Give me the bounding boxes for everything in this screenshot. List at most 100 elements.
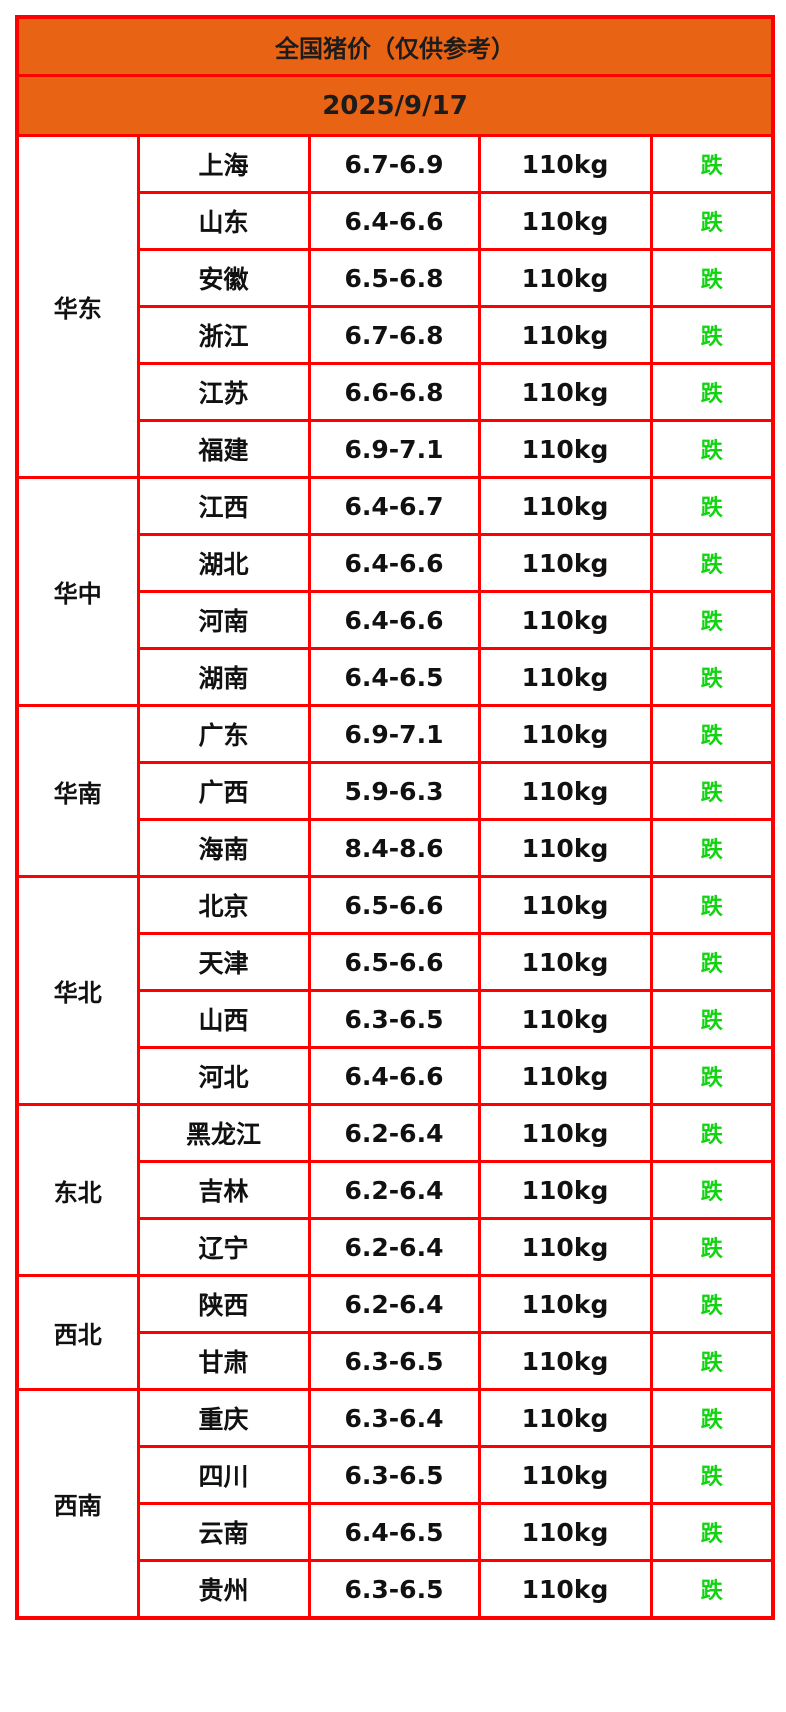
table-row: 西北 陕西 6.2-6.4 110kg 跌 — [15, 1274, 775, 1391]
weight-cell: 110kg — [477, 1160, 653, 1220]
trend-cell: 跌 — [649, 476, 775, 536]
table-row: 华北 北京 6.5-6.6 110kg 跌 — [15, 875, 775, 1106]
trend-cell: 跌 — [649, 248, 775, 308]
trend-cell: 跌 — [649, 761, 775, 821]
weight-cell: 110kg — [477, 533, 653, 593]
weight-cell: 110kg — [477, 761, 653, 821]
weight-cell: 110kg — [477, 1217, 653, 1277]
trend-cell: 跌 — [649, 647, 775, 707]
weight-cell: 110kg — [477, 1331, 653, 1391]
province-cell: 甘肃 — [136, 1331, 311, 1391]
province-cell: 陕西 — [136, 1274, 311, 1334]
table-title: 全国猪价（仅供参考） — [15, 15, 775, 77]
trend-cell: 跌 — [649, 419, 775, 479]
trend-cell: 跌 — [649, 1388, 775, 1448]
price-cell: 6.5-6.6 — [307, 875, 481, 935]
province-cell: 河南 — [136, 590, 311, 650]
trend-cell: 跌 — [649, 1046, 775, 1106]
trend-cell: 跌 — [649, 1103, 775, 1163]
trend-cell: 跌 — [649, 875, 775, 935]
table-row: 甘肃 6.3-6.5 110kg 跌 — [17, 1331, 775, 1391]
table-row: 天津 6.5-6.6 110kg 跌 — [17, 932, 775, 992]
weight-cell: 110kg — [477, 1274, 653, 1334]
price-cell: 6.3-6.4 — [307, 1388, 481, 1448]
trend-cell: 跌 — [649, 989, 775, 1049]
weight-cell: 110kg — [477, 1388, 653, 1448]
price-cell: 6.7-6.9 — [307, 134, 481, 194]
province-cell: 辽宁 — [136, 1217, 311, 1277]
price-cell: 6.7-6.8 — [307, 305, 481, 365]
weight-cell: 110kg — [477, 875, 653, 935]
province-cell: 江西 — [136, 476, 311, 536]
price-cell: 6.4-6.6 — [307, 533, 481, 593]
weight-cell: 110kg — [477, 191, 653, 251]
table-row: 湖北 6.4-6.6 110kg 跌 — [17, 533, 775, 593]
trend-cell: 跌 — [649, 191, 775, 251]
province-cell: 天津 — [136, 932, 311, 992]
price-cell: 6.3-6.5 — [307, 1445, 481, 1505]
weight-cell: 110kg — [477, 362, 653, 422]
region-cell: 华南 — [15, 704, 140, 878]
trend-cell: 跌 — [649, 932, 775, 992]
weight-cell: 110kg — [477, 305, 653, 365]
table-date: 2025/9/17 — [15, 74, 775, 137]
table-row: 西南 重庆 6.3-6.4 110kg 跌 — [15, 1388, 775, 1620]
province-cell: 重庆 — [136, 1388, 311, 1448]
weight-cell: 110kg — [477, 476, 653, 536]
weight-cell: 110kg — [477, 1502, 653, 1562]
price-cell: 6.2-6.4 — [307, 1160, 481, 1220]
price-cell: 6.2-6.4 — [307, 1217, 481, 1277]
table-row: 福建 6.9-7.1 110kg 跌 — [17, 419, 775, 479]
price-cell: 6.3-6.5 — [307, 1331, 481, 1391]
table-row: 安徽 6.5-6.8 110kg 跌 — [17, 248, 775, 308]
price-cell: 8.4-8.6 — [307, 818, 481, 878]
province-cell: 浙江 — [136, 305, 311, 365]
region-cell: 华东 — [15, 134, 140, 479]
weight-cell: 110kg — [477, 932, 653, 992]
trend-cell: 跌 — [649, 533, 775, 593]
weight-cell: 110kg — [477, 1445, 653, 1505]
table-row: 广西 5.9-6.3 110kg 跌 — [17, 761, 775, 821]
pig-price-table: 全国猪价（仅供参考） 2025/9/17 华东 上海 6.7-6.9 110kg 跌山东… — [15, 15, 776, 1620]
price-cell: 6.4-6.6 — [307, 191, 481, 251]
province-cell: 四川 — [136, 1445, 311, 1505]
table-row: 华东 上海 6.7-6.9 110kg 跌 — [15, 134, 775, 479]
price-cell: 6.3-6.5 — [307, 1559, 481, 1620]
weight-cell: 110kg — [477, 704, 653, 764]
table-row: 东北 黑龙江 6.2-6.4 110kg 跌 — [15, 1103, 775, 1277]
province-cell: 云南 — [136, 1502, 311, 1562]
table-row: 河北 6.4-6.6 110kg 跌 — [17, 1046, 775, 1106]
table-row: 浙江 6.7-6.8 110kg 跌 — [17, 305, 775, 365]
trend-cell: 跌 — [649, 134, 775, 194]
price-cell: 6.6-6.8 — [307, 362, 481, 422]
province-cell: 贵州 — [136, 1559, 311, 1620]
price-cell: 6.2-6.4 — [307, 1274, 481, 1334]
province-cell: 吉林 — [136, 1160, 311, 1220]
table-row: 华南 广东 6.9-7.1 110kg 跌 — [15, 704, 775, 878]
table-row: 山东 6.4-6.6 110kg 跌 — [17, 191, 775, 251]
province-cell: 海南 — [136, 818, 311, 878]
province-cell: 湖南 — [136, 647, 311, 707]
price-cell: 6.9-7.1 — [307, 704, 481, 764]
trend-cell: 跌 — [649, 704, 775, 764]
price-cell: 6.5-6.8 — [307, 248, 481, 308]
table-row: 海南 8.4-8.6 110kg 跌 — [17, 818, 775, 878]
price-cell: 6.4-6.5 — [307, 1502, 481, 1562]
weight-cell: 110kg — [477, 1559, 653, 1620]
price-cell: 6.9-7.1 — [307, 419, 481, 479]
price-cell: 6.3-6.5 — [307, 989, 481, 1049]
province-cell: 广西 — [136, 761, 311, 821]
province-cell: 江苏 — [136, 362, 311, 422]
trend-cell: 跌 — [649, 818, 775, 878]
trend-cell: 跌 — [649, 1160, 775, 1220]
trend-cell: 跌 — [649, 362, 775, 422]
province-cell: 广东 — [136, 704, 311, 764]
province-cell: 安徽 — [136, 248, 311, 308]
table-row: 辽宁 6.2-6.4 110kg 跌 — [17, 1217, 775, 1277]
trend-cell: 跌 — [649, 1217, 775, 1277]
table-row: 山西 6.3-6.5 110kg 跌 — [17, 989, 775, 1049]
weight-cell: 110kg — [477, 989, 653, 1049]
region-cell: 西南 — [15, 1388, 140, 1620]
region-cell: 华北 — [15, 875, 140, 1106]
weight-cell: 110kg — [477, 1046, 653, 1106]
